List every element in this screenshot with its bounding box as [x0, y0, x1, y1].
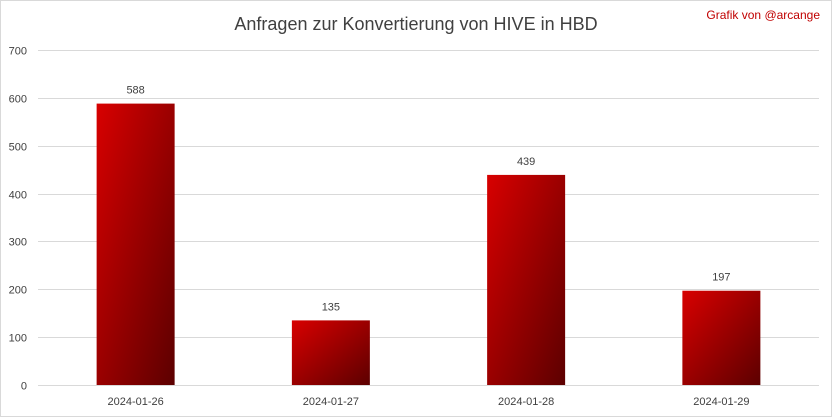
- y-tick-label: 700: [9, 46, 27, 58]
- bar: [291, 320, 370, 385]
- y-tick-label: 600: [9, 94, 27, 106]
- x-tick-label: 2024-01-26: [107, 396, 163, 408]
- chart-title: Anfragen zur Konvertierung von HIVE in H…: [234, 14, 597, 34]
- x-tick-label: 2024-01-27: [303, 396, 359, 408]
- y-tick-label: 0: [21, 381, 27, 393]
- x-tick-label: 2024-01-29: [693, 396, 749, 408]
- data-label: 135: [322, 301, 340, 313]
- bar: [682, 290, 761, 385]
- credit-label: Grafik von @arcange: [706, 8, 820, 22]
- y-tick-label: 200: [9, 285, 27, 297]
- y-tick-label: 100: [9, 333, 27, 345]
- data-label: 588: [126, 85, 144, 97]
- data-label: 439: [517, 156, 535, 168]
- x-axis-ticks: 2024-01-26 2024-01-27 2024-01-28 2024-01-29: [107, 396, 749, 408]
- y-tick-label: 300: [9, 237, 27, 249]
- y-tick-label: 400: [9, 190, 27, 202]
- x-tick-label: 2024-01-28: [498, 396, 554, 408]
- data-labels: 588 135 439 197: [126, 85, 730, 314]
- bar: [487, 174, 566, 385]
- y-tick-label: 500: [9, 142, 27, 154]
- bar: [96, 103, 175, 385]
- y-axis-ticks: 0 100 200 300 400 500 600 700: [9, 46, 27, 393]
- data-label: 197: [712, 272, 730, 284]
- bars: [96, 103, 761, 385]
